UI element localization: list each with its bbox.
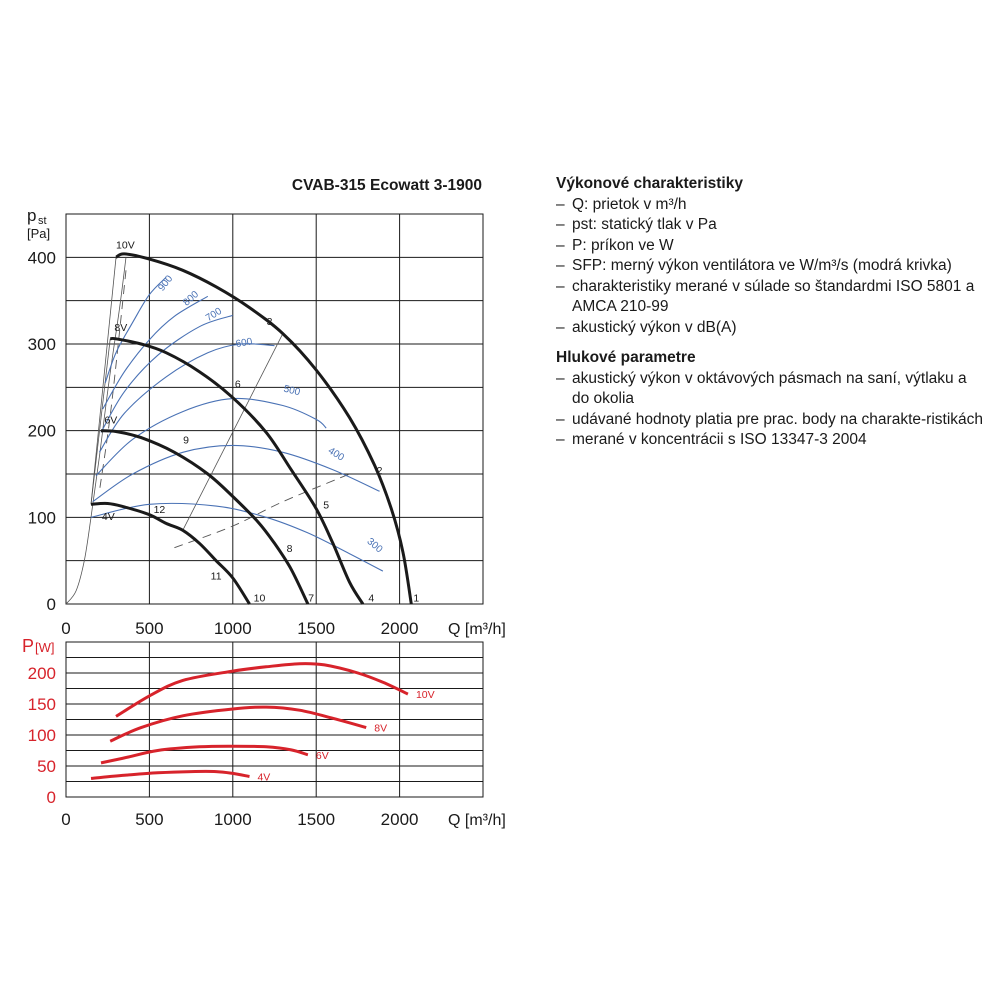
note-sfp: SFP: merný výkon ventilátora ve W/m³/s (… — [556, 256, 986, 277]
performance-list: Q: prietok v m³/h pst: statický tlak v P… — [556, 195, 986, 339]
x-tick-label: 1000 — [214, 810, 252, 829]
chart-title: CVAB-315 Ecowatt 3-1900 — [292, 177, 482, 194]
sfp-label: 600 — [235, 336, 254, 350]
y-tick-label: 100 — [28, 508, 56, 527]
note-octave: akustický výkon v oktávových pásmach na … — [556, 369, 986, 410]
y-tick-label: 150 — [28, 695, 56, 714]
y-tick-label: 300 — [28, 335, 56, 354]
sfp-curve-300 — [90, 502, 384, 572]
y-tick-label: 50 — [37, 757, 56, 776]
chart-notes: Výkonové charakteristiky Q: prietok v m³… — [556, 174, 986, 461]
sfp-curve-800 — [102, 295, 209, 410]
y-tick-label: 0 — [47, 595, 56, 614]
x-tick-label: 1500 — [297, 810, 335, 829]
sfp-curve-700 — [100, 314, 233, 433]
sfp-label: 300 — [365, 536, 385, 555]
x-tick-label: 2000 — [381, 619, 419, 638]
y-tick-label: 400 — [28, 248, 56, 267]
power-curve-label: 10V — [416, 689, 435, 701]
fan-curve-4V — [90, 501, 251, 605]
sfp-curve-500 — [95, 397, 327, 477]
power-curve-10V — [115, 662, 409, 718]
operating-point-label: 12 — [154, 504, 166, 516]
operating-point-label: 7 — [308, 592, 314, 604]
noise-list: akustický výkon v oktávových pásmach na … — [556, 369, 986, 451]
voltage-label: 10V — [116, 240, 135, 252]
dashed-line — [174, 473, 350, 549]
system-curve-line — [90, 257, 117, 505]
note-iso: merané v koncentrácii s ISO 13347-3 2004 — [556, 430, 986, 451]
note-p: P: príkon ve W — [556, 236, 986, 257]
power-curve-4V — [90, 769, 250, 780]
system-curve-line — [182, 333, 284, 531]
x-axis-label: Q [m³/h] — [448, 812, 506, 829]
x-axis-label: Q [m³/h] — [448, 621, 506, 638]
operating-point-label: 9 — [183, 435, 189, 447]
y-axis-label-sub: st — [38, 215, 47, 227]
sfp-label: 900 — [156, 273, 175, 293]
performance-heading: Výkonové charakteristiky — [556, 175, 743, 192]
system-curve-line — [90, 338, 111, 505]
y-axis-unit: [Pa] — [27, 226, 50, 241]
operating-point-label: 4 — [368, 592, 374, 604]
x-tick-label: 500 — [135, 810, 163, 829]
power-curve-6V — [100, 744, 309, 765]
x-tick-label: 0 — [61, 619, 70, 638]
power-curve-8V — [109, 705, 367, 743]
fan-curve-6V — [100, 429, 310, 605]
power-curve-label: 6V — [316, 750, 329, 762]
y-axis-label: p — [27, 206, 36, 225]
y-tick-label: 100 — [28, 726, 56, 745]
fan-curve-8V — [110, 336, 365, 605]
voltage-label: 8V — [114, 322, 127, 334]
operating-point-label: 1 — [413, 592, 419, 604]
system-curve — [65, 257, 127, 605]
sfp-label: 800 — [181, 289, 201, 309]
x-tick-label: 500 — [135, 619, 163, 638]
y-axis-label: P — [22, 636, 34, 656]
power-curve-label: 8V — [374, 723, 387, 735]
noise-heading: Hlukové parametre — [556, 349, 696, 366]
power-curve-label: 4V — [257, 772, 270, 784]
note-operating-points: udávané hodnoty platia pre prac. body na… — [556, 410, 986, 431]
fan-curve-10V — [115, 252, 413, 605]
x-tick-label: 2000 — [381, 810, 419, 829]
sfp-label: 500 — [282, 384, 301, 399]
operating-point-label: 3 — [267, 316, 273, 328]
y-tick-label: 200 — [28, 422, 56, 441]
sfp-curve-900 — [104, 276, 167, 384]
dashed-line — [98, 270, 127, 492]
note-acoustic: akustický výkon v dB(A) — [556, 318, 986, 339]
note-pst: pst: statický tlak v Pa — [556, 215, 986, 236]
y-tick-label: 0 — [47, 788, 56, 807]
sfp-label: 400 — [326, 445, 346, 463]
x-tick-label: 1500 — [297, 619, 335, 638]
y-tick-label: 200 — [28, 664, 56, 683]
voltage-label: 6V — [104, 415, 117, 427]
x-tick-label: 1000 — [214, 619, 252, 638]
voltage-label: 4V — [102, 511, 115, 523]
note-standards: charakteristiky merané v súlade so štand… — [556, 277, 986, 318]
x-tick-label: 0 — [61, 810, 70, 829]
y-axis-unit: [W] — [35, 640, 55, 655]
operating-point-label: 10 — [254, 592, 266, 604]
sfp-curve-400 — [92, 444, 380, 503]
operating-point-label: 2 — [377, 465, 383, 477]
operating-point-label: 8 — [287, 543, 293, 555]
operating-point-label: 11 — [211, 571, 222, 583]
sfp-label: 700 — [204, 306, 224, 324]
power-chart: 0 500 1000 1500 2000 0 50 100 150 200 Q [m³/h] P [W]… — [22, 636, 506, 829]
operating-point-label: 6 — [235, 378, 241, 390]
operating-point-label: 5 — [323, 500, 329, 512]
note-q: Q: prietok v m³/h — [556, 195, 986, 216]
